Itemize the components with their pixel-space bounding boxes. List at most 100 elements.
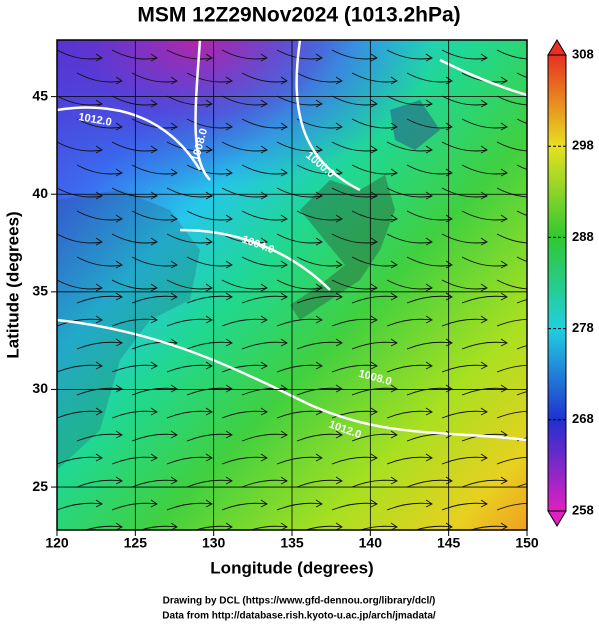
streamline-arrow — [390, 122, 398, 131]
streamline — [57, 318, 103, 327]
streamline — [331, 279, 378, 290]
streamline-arrow — [536, 146, 542, 153]
streamline — [241, 387, 288, 396]
streamline — [386, 364, 433, 373]
streamline — [276, 187, 323, 198]
streamline-arrow — [315, 99, 323, 108]
streamline — [331, 364, 378, 373]
streamline — [186, 433, 233, 442]
streamline — [386, 95, 433, 106]
streamline — [296, 433, 343, 442]
streamline — [496, 233, 527, 244]
streamline-arrow — [315, 145, 323, 154]
streamline — [131, 118, 178, 129]
streamline-arrow — [315, 315, 323, 324]
streamline-arrow — [225, 430, 233, 439]
streamline-arrow — [480, 237, 488, 246]
streamline — [331, 410, 378, 419]
streamline-arrow — [205, 499, 213, 508]
streamline-arrow — [445, 522, 453, 530]
streamline-arrow — [205, 99, 213, 108]
streamline — [276, 502, 323, 511]
x-tick-label: 130 — [202, 535, 226, 551]
streamline — [76, 479, 123, 488]
streamline — [221, 187, 268, 198]
streamline — [406, 341, 453, 350]
streamline — [331, 233, 378, 244]
streamline-arrow — [536, 238, 542, 245]
streamline — [296, 341, 343, 350]
streamline — [131, 341, 178, 350]
streamline-arrow — [225, 260, 233, 269]
streamline-arrow — [445, 476, 453, 485]
streamline-arrow — [205, 407, 213, 416]
streamline-arrow — [95, 145, 103, 154]
streamline — [461, 164, 508, 175]
streamline-arrow — [95, 407, 103, 416]
streamline — [359, 525, 398, 530]
streamline — [57, 187, 103, 198]
streamline-arrow — [260, 361, 268, 370]
colorbar-min-arrow — [547, 510, 567, 527]
land — [57, 190, 200, 470]
streamline-arrow — [95, 283, 103, 292]
streamline — [516, 164, 527, 170]
streamline — [441, 95, 488, 106]
streamline-arrow — [500, 292, 508, 301]
streamline — [516, 345, 527, 350]
streamline-arrow — [536, 408, 542, 415]
streamline — [221, 318, 268, 327]
streamline-arrow — [315, 453, 323, 462]
streamline — [296, 295, 343, 304]
streamline — [496, 502, 527, 511]
streamline-arrow — [500, 214, 508, 223]
streamline — [111, 187, 158, 198]
streamline-arrow — [205, 453, 213, 462]
streamline-arrow — [480, 315, 488, 324]
isobar — [57, 318, 527, 442]
streamline-arrow — [315, 191, 323, 200]
colorbar — [547, 54, 567, 512]
streamline — [496, 279, 527, 290]
land — [390, 100, 440, 150]
colorbar-tick-label: 288 — [572, 229, 594, 244]
streamline — [461, 295, 508, 304]
streamline-arrow — [480, 361, 488, 370]
streamline-arrow — [150, 145, 158, 154]
streamline-arrow — [150, 499, 158, 508]
streamline — [441, 318, 488, 327]
streamline-arrow — [260, 145, 268, 154]
streamline-arrow — [205, 53, 213, 62]
streamline — [516, 210, 527, 216]
streamline — [469, 525, 508, 530]
streamline — [241, 433, 288, 442]
streamline-arrow — [280, 476, 288, 485]
streamline — [496, 318, 527, 327]
streamline-arrow — [225, 214, 233, 223]
streamline-arrow — [445, 260, 453, 269]
streamline-arrow — [115, 338, 123, 347]
streamline — [516, 299, 527, 304]
streamline — [331, 141, 378, 152]
streamline-arrow — [335, 260, 343, 269]
streamline — [496, 364, 527, 373]
streamline — [461, 256, 508, 267]
streamline — [406, 164, 453, 175]
streamline — [221, 141, 268, 152]
colorbar-tick-label: 278 — [572, 320, 594, 335]
x-tick-label: 135 — [280, 535, 304, 551]
footer-line: Drawing by DCL (https://www.gfd-dennou.o… — [163, 596, 436, 607]
streamline-arrow — [150, 237, 158, 246]
streamline-arrow — [335, 76, 343, 85]
streamline — [461, 387, 508, 396]
streamline — [111, 233, 158, 244]
streamline — [516, 391, 527, 396]
streamline — [166, 364, 213, 373]
streamline — [221, 364, 268, 373]
streamline — [406, 72, 453, 83]
streamline-arrow — [170, 122, 178, 131]
streamline-arrow — [370, 407, 378, 416]
streamline — [386, 318, 433, 327]
streamline — [441, 364, 488, 373]
streamline — [406, 210, 453, 221]
